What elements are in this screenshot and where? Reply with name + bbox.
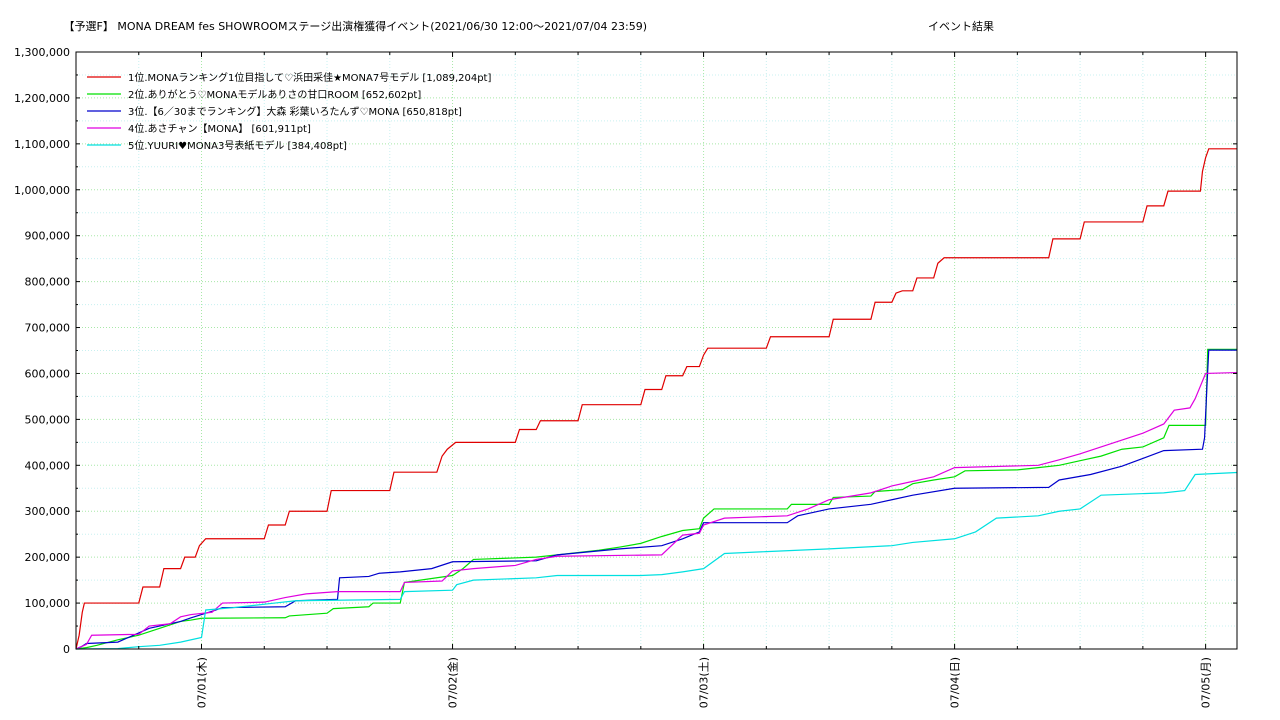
legend-label-5: 5位.YUURI♥MONA3号表紙モデル [384,408pt] [128,139,347,152]
chart-title: 【予選F】 MONA DREAM fes SHOWROOMステージ出演権獲得イベ… [64,19,647,33]
y-tick-label: 400,000 [25,459,71,472]
y-tick-label: 200,000 [25,551,71,564]
y-tick-label: 900,000 [25,230,71,243]
y-tick-label: 1,100,000 [14,138,70,151]
x-tick-label: 07/02(金) [446,657,460,708]
legend-label-3: 3位.【6／30までランキング】大森 彩葉いろたんず♡MONA [650,818… [128,105,462,118]
x-tick-label: 07/01(木) [196,657,209,708]
x-tick-label: 07/03(土) [698,657,711,708]
axis-ticks: 0 100,000 200,000 300,000 400,000 500,000 600,… [14,46,1237,708]
legend-label-2: 2位.ありがとう♡MONAモデルありさの甘口ROOM [652,602pt] [128,88,421,101]
x-tick-label: 07/05(月) [1200,657,1213,708]
y-tick-label: 600,000 [25,367,71,380]
series-line-2 [75,348,1237,650]
legend: 1位.MONAランキング1位目指して♡浜田采佳★MONA7号モデル [1,089… [87,71,491,152]
series-lines [75,148,1238,650]
chart-subtitle: イベント結果 [928,19,994,33]
y-tick-label: 300,000 [25,505,71,518]
series-line-5 [75,471,1238,650]
y-tick-label: 100,000 [25,597,71,610]
grid [76,52,1237,649]
series-line-3 [75,349,1237,650]
y-tick-label: 800,000 [25,276,71,289]
legend-label-4: 4位.あさチャン【MONA】 [601,911pt] [128,122,311,135]
y-tick-label: 700,000 [25,322,71,335]
y-tick-label: 1,300,000 [14,46,70,59]
series-line-1 [75,148,1237,650]
legend-label-1: 1位.MONAランキング1位目指して♡浜田采佳★MONA7号モデル [1,089… [128,71,491,84]
y-tick-label: 1,200,000 [14,92,70,105]
y-tick-label: 0 [63,643,70,656]
y-tick-label: 1,000,000 [14,184,70,197]
y-tick-label: 500,000 [25,413,71,426]
x-tick-label: 07/04(日) [949,657,962,708]
